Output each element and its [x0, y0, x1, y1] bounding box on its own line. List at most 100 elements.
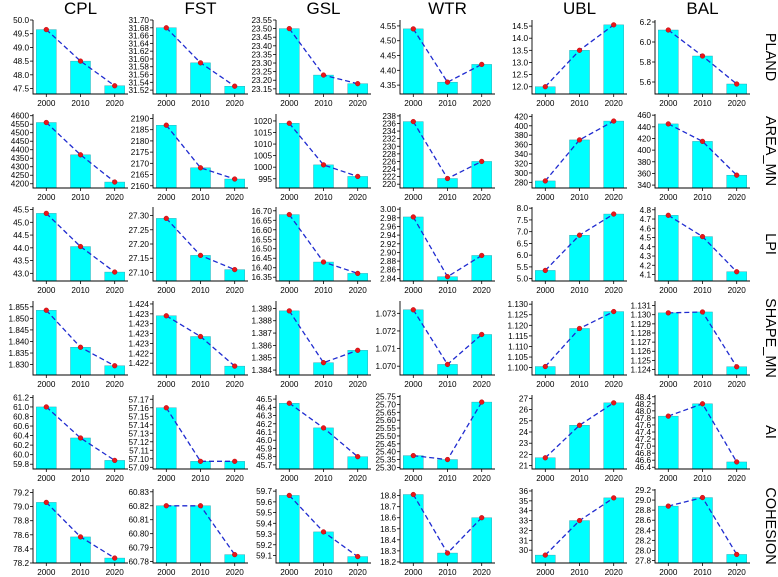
y-tick-label: 45.0 — [13, 218, 29, 227]
bar-2010 — [692, 403, 713, 470]
x-tick-label: 2020 — [473, 99, 492, 108]
row-header-ai: AI — [762, 425, 778, 439]
y-tick-label: 48.5 — [13, 57, 29, 66]
point-2020 — [232, 176, 238, 182]
point-2020 — [479, 331, 485, 338]
bar-2000 — [658, 29, 679, 95]
trend-line — [413, 401, 483, 461]
y-tick-label: 22 — [519, 450, 529, 459]
y-tick-label: 47.4 — [635, 428, 651, 437]
y-tick-label: 46.1 — [256, 428, 272, 437]
y-tick-label: 1.125 — [631, 356, 652, 365]
y-tick-label: 18.5 — [380, 525, 396, 534]
point-2000 — [286, 492, 292, 499]
axis-frame — [399, 20, 495, 95]
x-tick-label: 2000 — [536, 474, 555, 483]
y-tick-label: 57.09 — [129, 463, 150, 472]
point-2010 — [77, 534, 84, 540]
y-tick-label: 4.40 — [380, 66, 396, 75]
y-tick-label: 8.0 — [517, 204, 529, 213]
x-tick-label: 2000 — [536, 99, 555, 108]
y-tick-label: 23.40 — [252, 42, 273, 51]
y-tick-label: 1.124 — [631, 366, 652, 375]
y-tick-label: 1.423 — [129, 320, 150, 329]
y-tick-label: 1.830 — [9, 361, 30, 370]
y-tick-label: 3.00 — [380, 205, 396, 214]
x-tick-label: 2020 — [106, 99, 125, 108]
y-tick-label: 46.2 — [256, 420, 272, 429]
x-tick-label: 2020 — [605, 193, 624, 202]
x-tick-label: 2020 — [605, 568, 624, 577]
y-tick-label: 222 — [382, 173, 396, 182]
y-tick-label: 340 — [514, 150, 528, 159]
y-tick-label: 18.8 — [380, 492, 396, 501]
row-header-cohesion: COHESION — [762, 487, 778, 564]
point-2020 — [611, 211, 617, 217]
y-tick-label: 29.2 — [635, 486, 651, 495]
y-tick-label: 57.12 — [129, 438, 150, 447]
y-tick-label: 25.40 — [376, 448, 397, 457]
y-tick-label: 4500 — [11, 129, 30, 138]
panel-cohesion-gsl: 59.159.2 59.3 59.459.5 59.6 59.7 2000 2010 2020 — [256, 487, 371, 577]
point-2010 — [699, 234, 706, 240]
y-tick-label: 1.127 — [631, 338, 652, 347]
point-2000 — [163, 405, 169, 411]
panel-shape-mn-gsl: 1.384 1.385 1.386 1.387 1.388 1.389 2000 2010 20… — [252, 301, 371, 389]
bar-2000 — [279, 495, 300, 564]
y-tick-label: 25.30 — [376, 463, 397, 472]
y-tick-label: 5.8 — [640, 58, 652, 67]
y-tick-label: 7.0 — [517, 228, 529, 237]
x-tick-label: 2000 — [659, 286, 678, 295]
y-tick-label: 2185 — [131, 126, 150, 135]
y-tick-label: 60.4 — [13, 432, 29, 441]
axis-frame — [654, 489, 750, 564]
y-tick-label: 49.5 — [13, 30, 29, 39]
point-2000 — [286, 26, 292, 32]
y-tick-label: 4.2 — [640, 261, 652, 270]
x-tick-label: 2010 — [71, 474, 90, 483]
y-tick-label: 31.70 — [129, 16, 150, 25]
point-2010 — [576, 137, 583, 143]
x-tick-label: 2020 — [106, 568, 125, 577]
y-tick-label: 25.70 — [376, 400, 397, 409]
x-tick-label: 2010 — [191, 474, 210, 483]
y-tick-label: 2170 — [131, 159, 150, 168]
x-tick-label: 2020 — [605, 474, 624, 483]
bar-2010 — [313, 164, 334, 189]
axis-frame — [399, 395, 495, 470]
x-tick-label: 2020 — [106, 474, 125, 483]
y-tick-label: 6.0 — [640, 38, 652, 47]
y-tick-label: 47.8 — [635, 414, 651, 423]
point-2010 — [320, 425, 327, 431]
point-2000 — [43, 26, 49, 33]
trend-line — [544, 402, 615, 459]
point-2000 — [286, 400, 292, 406]
x-tick-label: 2020 — [473, 380, 492, 389]
y-tick-label: 360 — [514, 141, 528, 150]
x-tick-label: 2010 — [191, 286, 210, 295]
point-2010 — [444, 550, 451, 556]
point-2010 — [320, 360, 327, 366]
y-tick-label: 2160 — [131, 182, 150, 191]
y-tick-label: 48.2 — [635, 400, 651, 409]
point-2010 — [699, 309, 706, 315]
y-tick-label: 16.45 — [252, 254, 273, 263]
axis-frame — [152, 20, 248, 95]
point-2010 — [197, 252, 204, 258]
axis-frame — [152, 395, 248, 470]
y-tick-label: 34 — [519, 507, 529, 516]
x-tick-label: 2020 — [728, 568, 747, 577]
panel-pland-bal: 5.6 5.8 6.0 6.2 2000 2010 2020 — [640, 18, 750, 108]
trend-line — [668, 123, 738, 176]
x-tick-label: 2000 — [37, 193, 56, 202]
point-2010 — [444, 79, 451, 85]
y-tick-label: 4600 — [11, 112, 30, 121]
y-tick-label: 28.0 — [635, 546, 651, 555]
y-tick-label: 57.10 — [129, 455, 150, 464]
point-2020 — [611, 400, 617, 406]
point-2000 — [286, 211, 292, 218]
bar-2000 — [36, 502, 57, 564]
bar-2010 — [692, 497, 713, 564]
